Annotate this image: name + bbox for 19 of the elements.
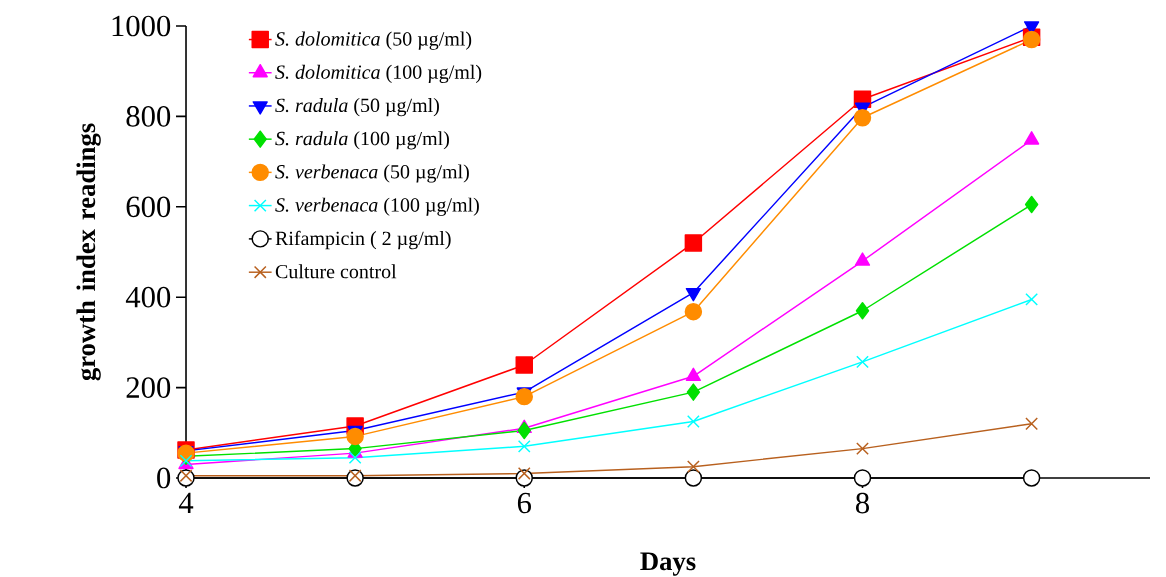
legend-label: S. dolomitica (50 µg/ml) xyxy=(275,31,472,50)
y-axis-title: growth index readings xyxy=(76,123,101,381)
x-tick-label: 4 xyxy=(178,492,194,513)
y-tick-label: 600 xyxy=(126,196,171,218)
legend-label: Rifampicin ( 2 µg/ml) xyxy=(275,230,451,250)
x-axis-title: Days xyxy=(640,552,696,576)
legend-label: S. radula (100 µg/ml) xyxy=(275,131,449,150)
y-tick-label: 800 xyxy=(126,106,171,127)
x-tick-label: 6 xyxy=(517,492,532,514)
y-tick-label: 400 xyxy=(125,286,171,308)
legend-label: S. radula (50 µg/ml) xyxy=(275,98,439,117)
y-tick-label: 200 xyxy=(126,377,171,398)
y-tick-label: 1000 xyxy=(112,15,171,37)
x-tick-label: 8 xyxy=(856,492,870,514)
legend-label: Culture control xyxy=(275,264,397,279)
legend-label: S. verbenaca (50 µg/ml) xyxy=(275,164,469,183)
legend-label: S. dolomitica (100 µg/ml) xyxy=(275,64,482,83)
legend-label: S. verbenaca (100 µg/ml) xyxy=(275,197,479,216)
y-tick-label: 0 xyxy=(157,467,171,489)
